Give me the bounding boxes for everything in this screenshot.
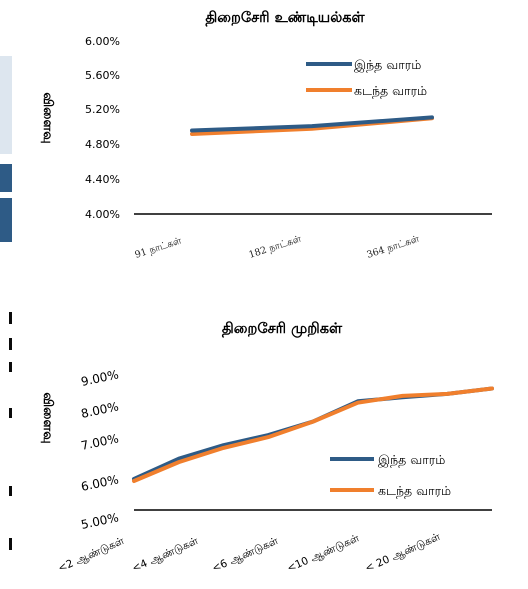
y-tick-label: 4.80%	[85, 138, 120, 151]
y-tick-label: 4.00%	[85, 208, 120, 221]
chart-title: திறைசேரி முறிகள்	[222, 320, 343, 338]
y-tick-label: 7.00%	[80, 431, 120, 453]
y-axis-label: விளைவு	[40, 392, 55, 443]
x-tick-label: < 20 ஆண்டுகள்	[363, 531, 442, 575]
y-tick-label: 5.20%	[85, 103, 120, 116]
series-line-this-week	[190, 115, 434, 133]
y-tick-label: 4.40%	[85, 173, 120, 186]
side-mark	[9, 338, 12, 350]
x-tick-label: <4 ஆண்டுகள்	[130, 535, 200, 575]
x-tick-label: <10 ஆண்டுகள்	[285, 532, 361, 575]
y-tick-label: 5.60%	[85, 69, 120, 82]
side-mark	[9, 538, 12, 550]
chart-bills: திறைசேரி உண்டியல்கள் விளைவு 6.00% 5.60% …	[40, 9, 492, 261]
side-mark	[9, 312, 12, 324]
y-tick-label: 6.00%	[85, 35, 120, 48]
legend-label-last-week: கடந்த வாரம்	[378, 483, 451, 498]
legend-label-this-week: இந்த வாரம்	[354, 57, 421, 73]
y-tick-label: 9.00%	[80, 367, 120, 389]
series-line-last-week	[132, 386, 494, 483]
x-tick-label: 182 நாட்கள்	[248, 233, 304, 260]
x-tick-label: <2 ஆண்டுகள்	[56, 535, 126, 575]
y-axis-label: விளைவு	[40, 92, 55, 143]
chart-bonds: திறைசேரி முறிகள் விளைவு 9.00% 8.00% 7.00…	[40, 320, 494, 575]
series-lines	[190, 115, 434, 136]
side-mark	[9, 362, 12, 372]
x-tick-label: 91 நாட்கள்	[134, 235, 184, 261]
legend-label-this-week: இந்த வாரம்	[378, 452, 445, 468]
y-tick-label: 8.00%	[80, 399, 120, 421]
side-mark	[9, 486, 12, 496]
legend-label-last-week: கடந்த வாரம்	[354, 83, 427, 98]
y-tick-label: 6.00%	[80, 472, 120, 494]
side-mark	[9, 408, 12, 418]
y-tick-label: 5.00%	[80, 510, 120, 532]
side-panel-strip	[0, 56, 12, 154]
chart-title: திறைசேரி உண்டியல்கள்	[205, 9, 365, 27]
side-panel-strip	[0, 198, 12, 242]
series-lines	[132, 386, 494, 483]
x-tick-label: 364 நாட்கள்	[366, 233, 422, 260]
side-panel-strip	[0, 164, 12, 192]
x-tick-label: <6 ஆண்டுகள்	[210, 535, 280, 575]
